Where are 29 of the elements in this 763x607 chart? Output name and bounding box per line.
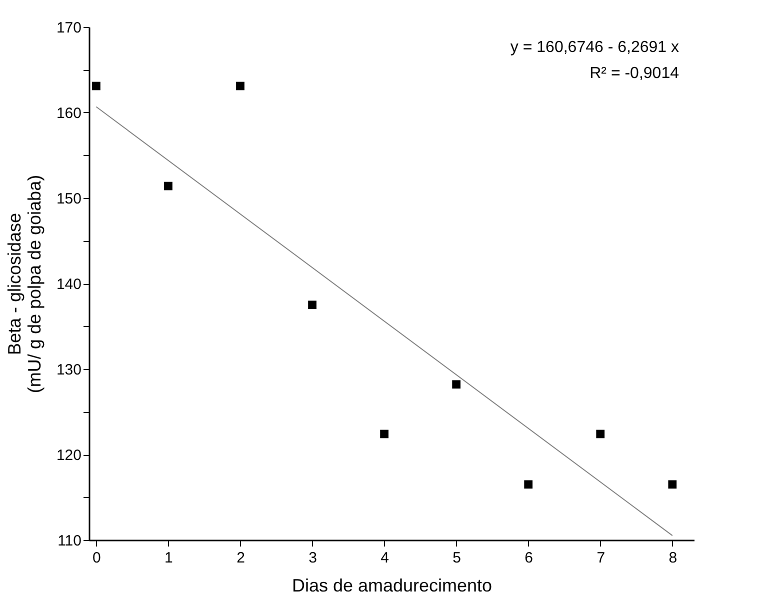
x-tick-label: 1 (164, 550, 173, 566)
y-tick-label: 130 (56, 362, 82, 378)
x-tick-label: 2 (236, 550, 245, 566)
point (92, 82, 100, 90)
y-tick-label: 170 (56, 20, 82, 36)
x-tick-label: 3 (308, 550, 317, 566)
point (524, 480, 533, 489)
point (452, 380, 461, 389)
point (380, 430, 388, 438)
y-tick-label: 150 (56, 190, 82, 208)
point (596, 430, 605, 438)
y-tick-label: 110 (58, 532, 82, 550)
x-tick-label: 0 (92, 550, 101, 566)
point (236, 82, 244, 90)
x-tick-label: 5 (452, 550, 461, 566)
annotation: y = 160,6746 - 6,2691 x (510, 39, 679, 56)
y-tick-label: 120 (56, 447, 82, 464)
point (164, 182, 172, 190)
x-tick-label: 4 (380, 550, 389, 566)
y-tick-label: 160 (56, 105, 82, 122)
point (308, 300, 316, 310)
x-tick-label: 6 (524, 550, 534, 566)
annotation: R² = -0,9014 (590, 65, 680, 82)
y-tick-label: 140 (56, 276, 82, 293)
point (668, 480, 677, 489)
x-tick-label: 7 (596, 550, 606, 566)
x-axis-title: Dias de amadurecimento (292, 576, 492, 596)
x-tick-label: 8 (668, 550, 678, 566)
y-axis-title: Beta - glicosidase (mU/ g de polpa de goiaba) (4, 174, 44, 394)
